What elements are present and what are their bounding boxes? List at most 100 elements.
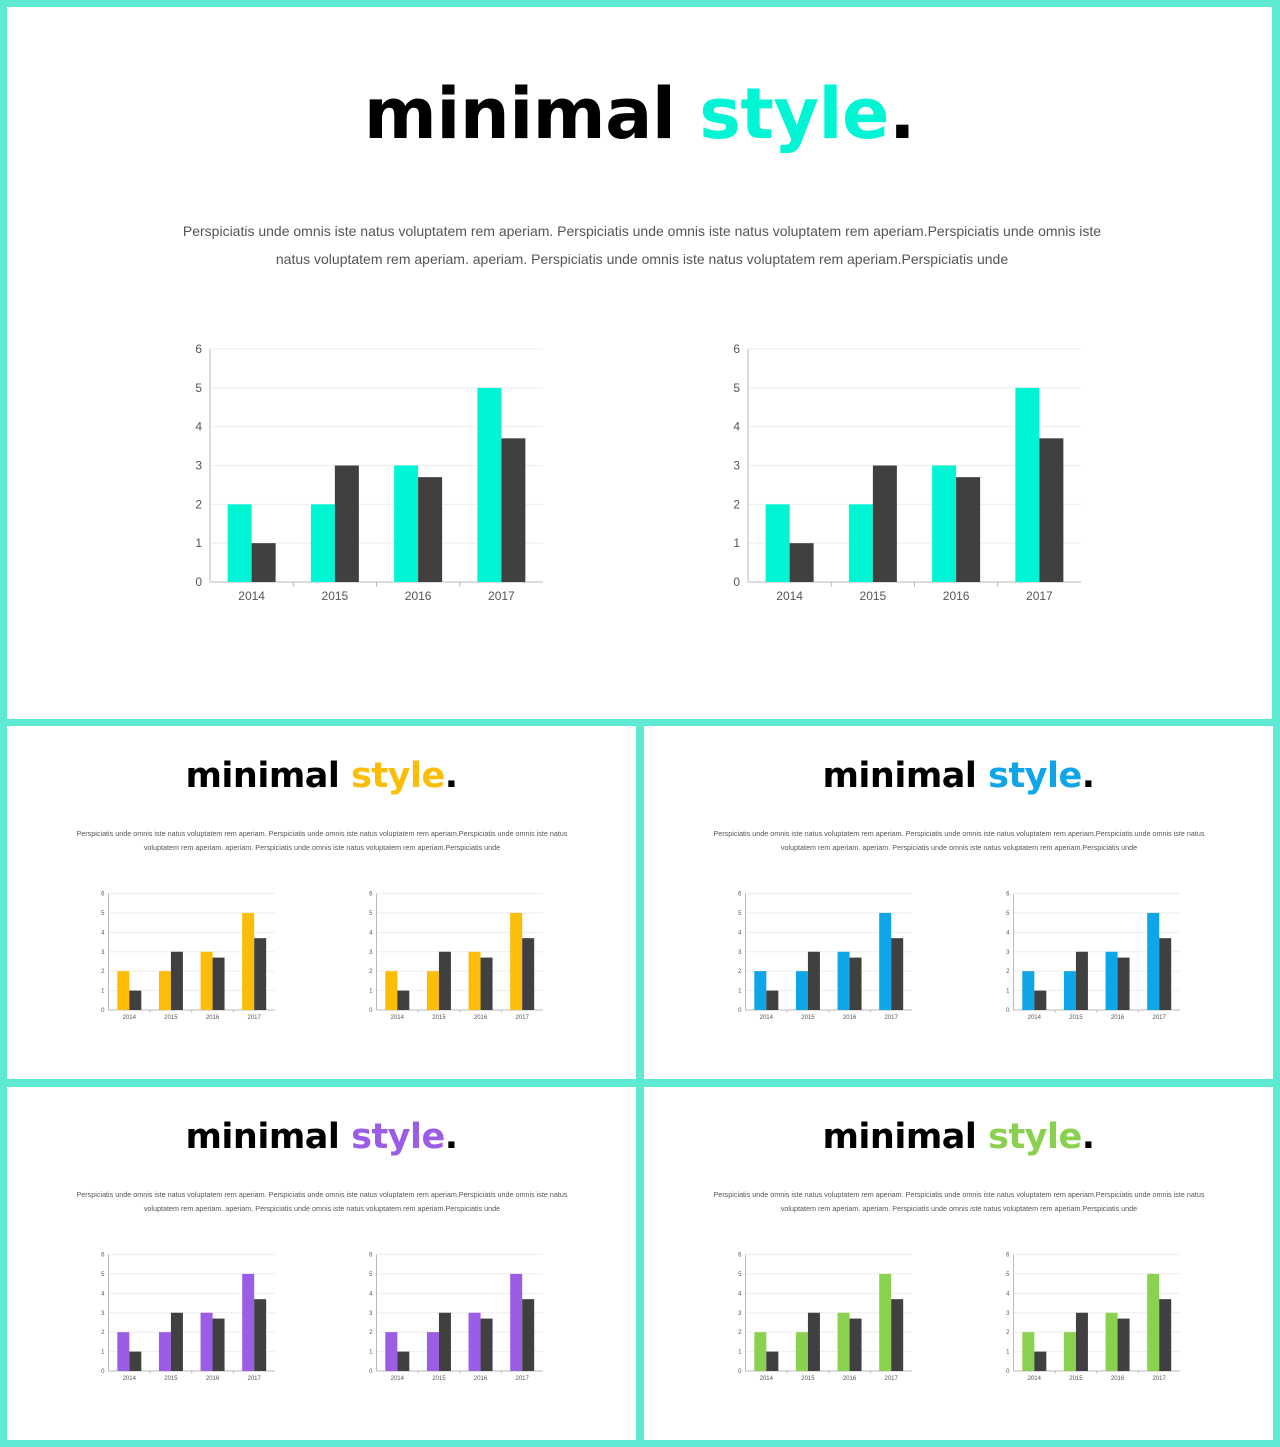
bar-2014-series-2 [766,990,779,1010]
x-tick-label: 2015 [164,1015,178,1021]
y-tick-label: 4 [101,1291,105,1297]
bar-2015-series-1 [848,504,873,582]
slide-title: minimal style. [644,756,1273,796]
title-period: . [888,73,916,155]
title-accent-word: style [988,756,1082,796]
bar-2015-series-1 [1063,971,1076,1010]
bar-2015-series-2 [1075,1312,1088,1371]
bar-2017-series-2 [254,1299,267,1371]
slide-green: minimal style. Perspiciatis unde omnis i… [644,1087,1273,1440]
y-tick-label: 3 [195,459,202,473]
bar-2017-series-1 [1147,912,1160,1010]
x-tick-label: 2017 [885,1015,899,1021]
bar-chart-left: 0 1 2 3 4 5 6 2014 2015 2016 2017 [101,1253,275,1382]
bar-2016-series-2 [1117,957,1130,1010]
bar-2016-series-1 [1105,951,1118,1010]
bar-2014-series-1 [765,504,790,582]
y-tick-label: 0 [369,1369,373,1375]
y-tick-label: 3 [1006,950,1010,956]
y-tick-label: 5 [738,1272,742,1278]
x-tick-label: 2014 [1028,1376,1042,1382]
bar-2017-series-2 [1039,438,1064,582]
bar-2016-series-1 [468,951,481,1010]
y-tick-label: 0 [369,1008,373,1014]
y-tick-label: 6 [733,342,740,356]
bar-2016-series-2 [849,1318,862,1371]
bar-2017-series-1 [879,912,892,1010]
y-tick-label: 5 [738,911,742,917]
slide-blue: minimal style. Perspiciatis unde omnis i… [644,726,1273,1079]
description-paragraph: Perspiciatis unde omnis iste natus volup… [182,223,1102,267]
x-tick-label: 2016 [474,1015,488,1021]
x-tick-label: 2014 [776,589,803,603]
bar-2017-series-1 [1015,387,1040,582]
x-tick-label: 2014 [123,1015,137,1021]
y-tick-label: 3 [1006,1311,1010,1317]
x-tick-label: 2015 [322,589,349,603]
y-tick-label: 4 [1006,1291,1010,1297]
y-tick-label: 5 [369,911,373,917]
x-tick-label: 2015 [164,1376,178,1382]
y-tick-label: 5 [1006,1272,1010,1278]
y-tick-label: 1 [733,536,740,550]
title-accent-word: style [699,73,889,155]
bar-2016-series-2 [1117,1318,1130,1371]
title-main-word: minimal [185,756,340,796]
bar-2015-series-2 [1075,951,1088,1010]
bar-2014-series-1 [1022,971,1035,1010]
x-tick-label: 2015 [801,1376,815,1382]
bar-chart-right: 0 1 2 3 4 5 6 2014 2015 2016 2017 [369,892,543,1021]
x-tick-label: 2016 [943,589,970,603]
bar-2015-series-1 [426,971,439,1010]
bar-2016-series-2 [212,1318,225,1371]
y-tick-label: 0 [101,1008,105,1014]
y-tick-label: 5 [195,381,202,395]
bar-2015-series-2 [170,951,183,1010]
title-period: . [444,1117,458,1157]
bar-2014-series-1 [1022,1332,1035,1371]
x-tick-label: 2016 [206,1015,220,1021]
x-tick-label: 2017 [1153,1015,1167,1021]
y-tick-label: 2 [1006,969,1010,975]
y-tick-label: 0 [195,575,202,589]
bar-2016-series-1 [837,1312,850,1371]
x-tick-label: 2014 [391,1376,405,1382]
bar-2017-series-1 [242,1273,255,1371]
y-tick-label: 6 [101,1253,105,1259]
bar-chart-left: 0 1 2 3 4 5 6 2014 2015 2016 2017 [738,1253,912,1382]
bar-2017-series-2 [501,438,526,582]
bar-2014-series-1 [117,1332,130,1371]
x-tick-label: 2015 [1069,1015,1083,1021]
bar-2015-series-2 [170,1312,183,1371]
bar-2014-series-2 [766,1351,779,1371]
bar-2015-series-1 [795,971,808,1010]
bar-2015-series-2 [438,1312,451,1371]
y-tick-label: 0 [738,1369,742,1375]
bar-2014-series-2 [789,543,814,582]
y-tick-label: 2 [369,1330,373,1336]
slide-yellow: minimal style. Perspiciatis unde omnis i… [7,726,636,1079]
bar-2017-series-1 [510,1273,523,1371]
bar-2016-series-2 [212,957,225,1010]
y-tick-label: 6 [1006,892,1010,898]
bar-2015-series-2 [438,951,451,1010]
x-tick-label: 2016 [1111,1015,1125,1021]
y-tick-label: 5 [101,911,105,917]
bar-2016-series-1 [468,1312,481,1371]
y-tick-label: 0 [101,1369,105,1375]
bar-2015-series-2 [807,951,820,1010]
title-period: . [1081,1117,1095,1157]
bar-2014-series-1 [117,971,130,1010]
y-tick-label: 6 [1006,1253,1010,1259]
x-tick-label: 2015 [801,1015,815,1021]
title-main-word: minimal [363,73,676,155]
title-accent-word: style [988,1117,1082,1157]
x-tick-label: 2017 [516,1376,530,1382]
bar-2017-series-2 [891,1299,904,1371]
bar-2017-series-1 [510,912,523,1010]
y-tick-label: 1 [195,536,202,550]
y-tick-label: 4 [369,930,373,936]
bar-2016-series-2 [418,477,443,582]
y-tick-label: 1 [1006,989,1010,995]
description-paragraph: Perspiciatis unde omnis iste natus volup… [76,1190,568,1213]
